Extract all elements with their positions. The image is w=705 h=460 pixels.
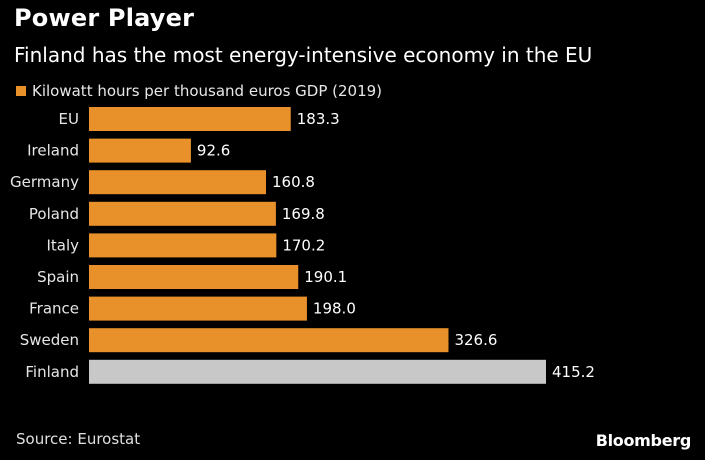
bar-poland [89, 201, 276, 226]
bar-germany [89, 170, 266, 195]
value-label: 326.6 [454, 331, 497, 349]
category-label: EU [59, 110, 79, 128]
category-label: Finland [25, 363, 79, 381]
bar-france [89, 296, 307, 321]
bar-finland [89, 359, 546, 384]
category-label: Spain [37, 268, 79, 286]
source-note: Source: Eurostat [16, 430, 141, 448]
value-label: 190.1 [304, 268, 347, 286]
legend-swatch [16, 86, 26, 96]
value-label: 170.2 [282, 236, 325, 254]
bar-chart: EU 183.3 Ireland 92.6 Germany 160.8 Poland 169.… [10, 107, 595, 384]
legend: Kilowatt hours per thousand euros GDP (2… [16, 82, 382, 100]
legend-label: Kilowatt hours per thousand euros GDP (2… [32, 82, 383, 100]
bloomberg-logo: Bloomberg [595, 431, 692, 450]
bar-sweden [89, 328, 449, 353]
value-label: 183.3 [297, 110, 340, 128]
value-label: 169.8 [282, 205, 325, 223]
category-label: Sweden [20, 331, 79, 349]
category-label: Ireland [27, 142, 79, 160]
chart-subtitle: Finland has the most energy-intensive ec… [14, 43, 593, 67]
category-label: Germany [10, 173, 79, 191]
chart-title: Power Player [14, 4, 195, 32]
category-label: Italy [46, 236, 79, 254]
value-label: 160.8 [272, 173, 315, 191]
bar-eu [89, 107, 291, 131]
value-label: 92.6 [197, 142, 230, 160]
bar-ireland [89, 138, 191, 163]
bar-spain [89, 265, 299, 289]
value-label: 198.0 [313, 300, 356, 318]
value-label: 415.2 [552, 363, 595, 381]
category-label: France [29, 300, 79, 318]
category-label: Poland [29, 205, 79, 223]
bar-italy [89, 233, 277, 258]
